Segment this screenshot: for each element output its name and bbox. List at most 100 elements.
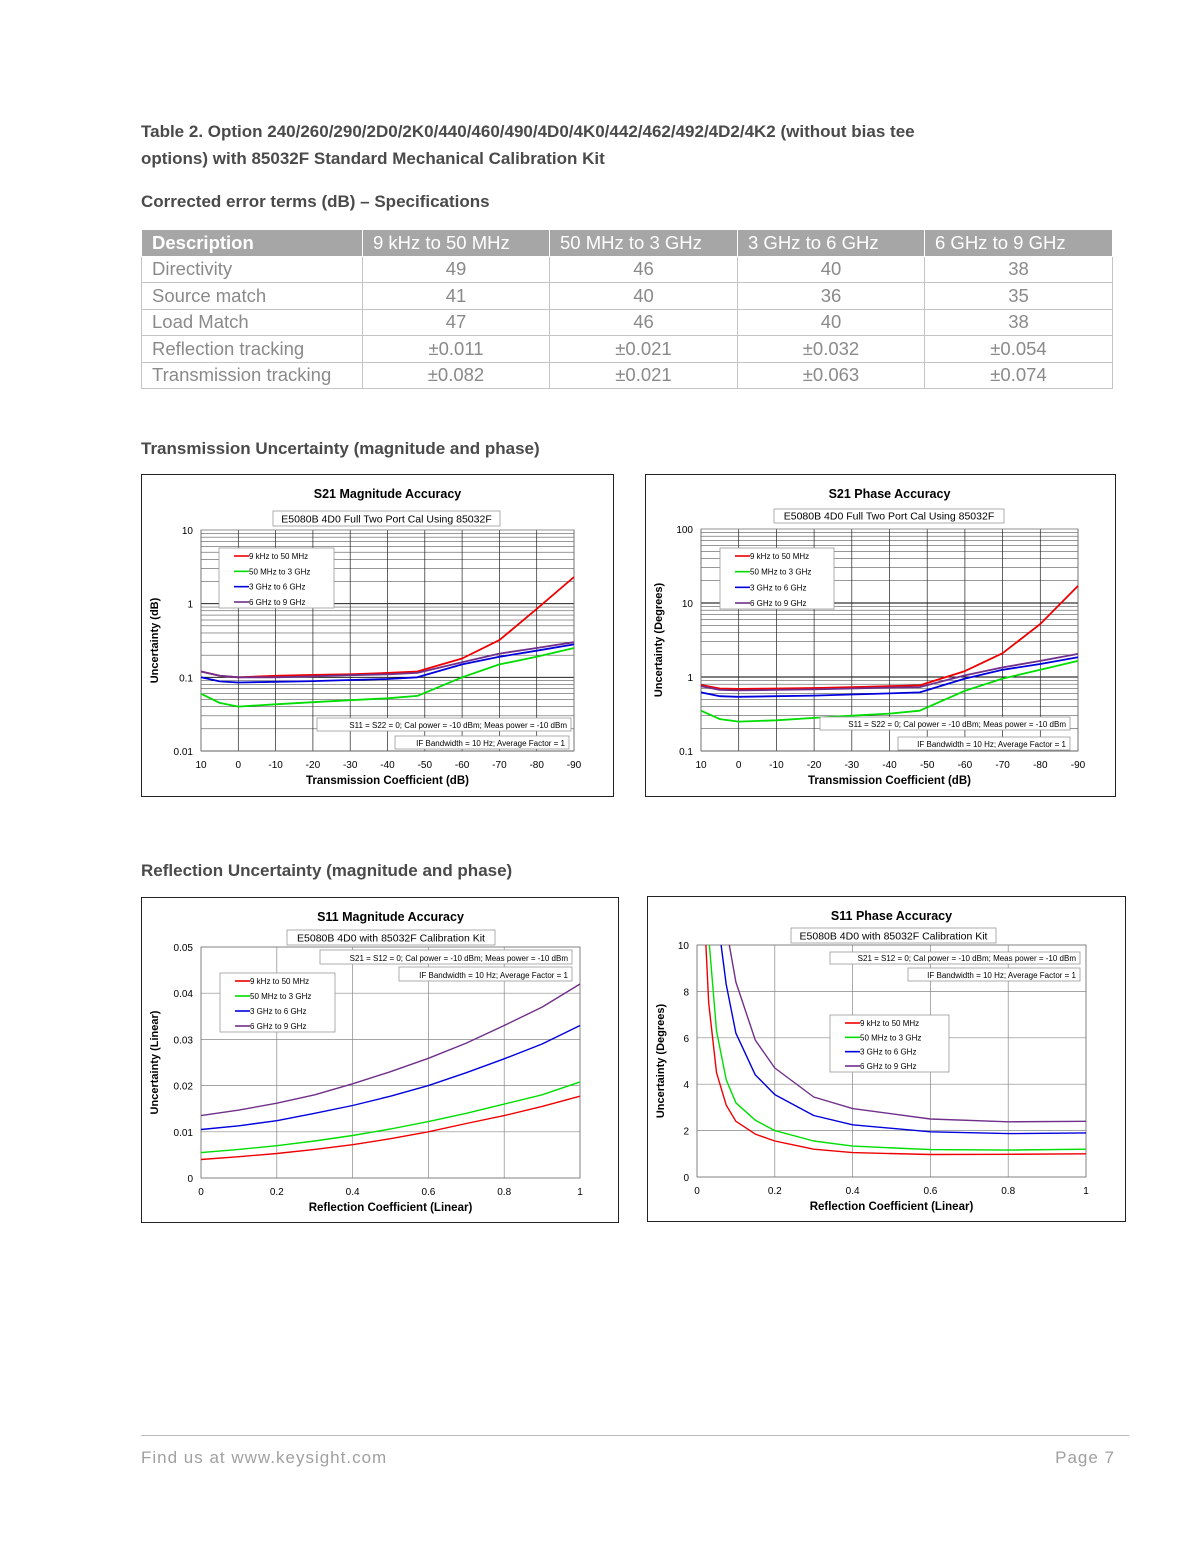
- series-line-1: [200, 1095, 581, 1161]
- x-tick-label: -80: [1033, 760, 1048, 771]
- table-row: Transmission tracking ±0.082 ±0.021 ±0.063 ±…: [141, 361, 1113, 389]
- subtitle-box: [272, 510, 501, 527]
- note-text: S11 = S22 = 0; Cal power = -10 dBm; Meas…: [848, 720, 1066, 729]
- legend-label: 3 GHz to 6 GHz: [249, 583, 305, 592]
- table-header-row: Description 9 kHz to 50 MHz 50 MHz to 3 …: [141, 229, 1113, 257]
- legend-label: 6 GHz to 9 GHz: [750, 599, 806, 608]
- y-tick-label: 0.02: [174, 1082, 194, 1093]
- series-line-3: [720, 944, 1087, 1135]
- legend-box: [719, 547, 835, 610]
- y-tick-label: 0.1: [679, 747, 693, 758]
- chart-title: S11 Phase Accuracy: [831, 909, 952, 923]
- cell-value: 46: [549, 308, 738, 336]
- x-tick-label: -10: [268, 760, 283, 771]
- cell-value: 47: [362, 308, 550, 336]
- s11-magnitude-chart: S11 Magnitude Accuracy E5080B 4D0 with 85…: [141, 897, 619, 1223]
- x-tick-label: -20: [807, 760, 822, 771]
- x-tick-label: 1: [577, 1187, 583, 1198]
- note-box: [319, 949, 573, 965]
- legend-label: 50 MHz to 3 GHz: [249, 567, 310, 576]
- x-tick-label: 0.4: [346, 1187, 360, 1198]
- note-text: S21 = S12 = 0; Cal power = -10 dBm; Meas…: [858, 954, 1077, 963]
- error-terms-table: Description 9 kHz to 50 MHz 50 MHz to 3 …: [141, 229, 1113, 389]
- x-tick-label: -90: [1071, 760, 1086, 771]
- x-tick-label: -30: [343, 760, 358, 771]
- note-box: [394, 735, 570, 750]
- y-axis-label: Uncertainty (dB): [149, 597, 161, 683]
- note-box: [907, 967, 1081, 982]
- legend-label: 9 kHz to 50 MHz: [249, 552, 308, 561]
- table-row: Reflection tracking ±0.011 ±0.021 ±0.032 ±0.…: [141, 335, 1113, 363]
- x-tick-label: -10: [769, 760, 784, 771]
- cell-value: 36: [737, 282, 925, 310]
- subtitle-box: [286, 929, 496, 946]
- x-tick-label: 10: [195, 760, 207, 771]
- legend-box: [218, 547, 335, 609]
- table-title-line-1: Table 2. Option 240/260/290/2D0/2K0/440/…: [141, 122, 915, 141]
- legend-label: 50 MHz to 3 GHz: [750, 568, 811, 577]
- x-tick-label: -60: [455, 760, 470, 771]
- cell-value: ±0.074: [924, 361, 1113, 389]
- legend-label: 9 kHz to 50 MHz: [250, 977, 309, 986]
- x-tick-label: 0.8: [497, 1187, 511, 1198]
- x-tick-label: -70: [492, 760, 507, 771]
- legend-label: 50 MHz to 3 GHz: [250, 992, 311, 1001]
- footer-website-link[interactable]: Find us at www.keysight.com: [141, 1448, 388, 1467]
- column-header: 3 GHz to 6 GHz: [737, 229, 925, 257]
- subtitle-box: [790, 927, 997, 944]
- row-label: Reflection tracking: [141, 335, 363, 363]
- y-tick-label: 10: [182, 526, 194, 537]
- x-tick-label: 0.2: [768, 1186, 782, 1197]
- legend-label: 9 kHz to 50 MHz: [750, 552, 809, 561]
- y-tick-label: 2: [683, 1127, 689, 1138]
- column-header: 9 kHz to 50 MHz: [362, 229, 550, 257]
- s21-magnitude-chart: S21 Magnitude Accuracy E5080B 4D0 Full Tw…: [141, 474, 614, 797]
- x-tick-label: 0.6: [923, 1186, 937, 1197]
- y-tick-label: 10: [682, 599, 694, 610]
- y-axis-label: Uncertainty (Linear): [149, 1010, 161, 1114]
- y-tick-label: 0.1: [179, 673, 193, 684]
- y-tick-label: 1: [187, 600, 193, 611]
- y-tick-label: 6: [683, 1034, 689, 1045]
- x-tick-label: -90: [567, 760, 582, 771]
- x-tick-label: 10: [695, 760, 707, 771]
- x-tick-label: -60: [958, 760, 973, 771]
- x-axis-label: Transmission Coefficient (dB): [808, 775, 971, 787]
- x-tick-label: 0.6: [421, 1187, 435, 1198]
- series-line-3: [200, 643, 575, 684]
- x-tick-label: -50: [418, 760, 433, 771]
- y-tick-label: 100: [676, 525, 693, 536]
- y-tick-label: 0.01: [174, 747, 194, 758]
- cell-value: 49: [362, 255, 550, 283]
- y-tick-label: 0: [187, 1174, 193, 1185]
- note-text: IF Bandwidth = 10 Hz; Average Factor = 1: [419, 971, 568, 980]
- column-header: 6 GHz to 9 GHz: [924, 229, 1113, 257]
- row-label: Load Match: [141, 308, 363, 336]
- x-tick-label: 0.4: [846, 1186, 860, 1197]
- reflection-section-heading: Reflection Uncertainty (magnitude and ph…: [141, 861, 513, 880]
- x-tick-label: -40: [882, 760, 897, 771]
- legend-label: 3 GHz to 6 GHz: [750, 583, 806, 592]
- series-line-2: [200, 647, 575, 708]
- cell-value: 38: [924, 255, 1113, 283]
- series-line-2: [200, 1081, 581, 1154]
- footer-divider: [141, 1435, 1129, 1436]
- chart-title: S21 Phase Accuracy: [829, 487, 951, 501]
- table-title: Table 2. Option 240/260/290/2D0/2K0/440/…: [141, 118, 915, 172]
- series-line-4: [200, 641, 575, 679]
- table-subtitle: Corrected error terms (dB) – Specificati…: [141, 192, 490, 211]
- y-axis-label: Uncertainty (Degrees): [655, 1004, 667, 1119]
- x-axis-label: Reflection Coefficient (Linear): [309, 1202, 473, 1214]
- series-line-1: [700, 585, 1079, 690]
- cell-value: ±0.054: [924, 335, 1113, 363]
- chart-subtitle: E5080B 4D0 Full Two Port Cal Using 85032…: [281, 514, 492, 526]
- x-tick-label: 0.8: [1001, 1186, 1015, 1197]
- y-tick-label: 0.04: [174, 989, 194, 1000]
- legend-label: 3 GHz to 6 GHz: [250, 1007, 306, 1016]
- cell-value: 41: [362, 282, 550, 310]
- x-tick-label: 0: [236, 760, 242, 771]
- series-line-4: [200, 983, 581, 1117]
- row-label: Transmission tracking: [141, 361, 363, 389]
- series-line-2: [708, 944, 1087, 1151]
